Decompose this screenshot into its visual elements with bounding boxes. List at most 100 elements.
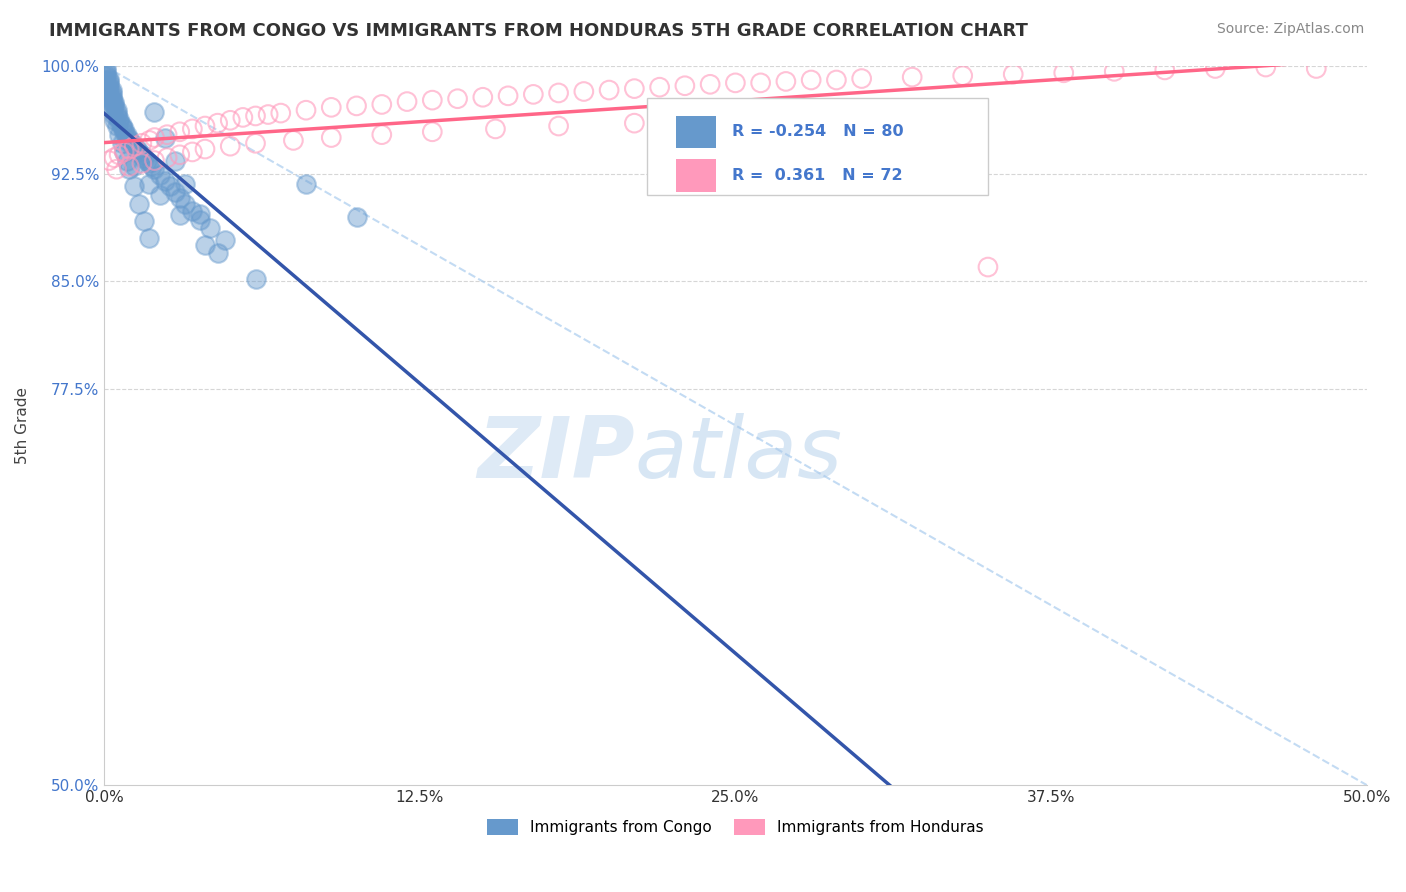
Point <box>173 177 195 191</box>
Point <box>1053 66 1076 80</box>
Point <box>111 118 134 132</box>
Point <box>420 93 443 107</box>
Point <box>1002 67 1025 81</box>
Point <box>143 153 166 168</box>
Point <box>143 130 166 145</box>
Point <box>471 90 494 104</box>
Point <box>131 148 153 162</box>
Point <box>648 80 671 95</box>
Point <box>169 125 191 139</box>
Point <box>100 83 122 97</box>
Point <box>118 159 141 173</box>
Point <box>100 102 122 116</box>
Point <box>148 168 170 182</box>
Point <box>245 271 267 285</box>
Point <box>699 113 721 128</box>
Point <box>153 174 176 188</box>
Point <box>623 81 645 95</box>
Point <box>977 260 1000 274</box>
Point <box>96 78 118 93</box>
Point <box>118 135 141 149</box>
Point <box>163 186 186 200</box>
Point <box>371 128 394 142</box>
Point <box>131 136 153 151</box>
Point <box>108 148 131 162</box>
Point <box>321 130 343 145</box>
Point <box>100 88 122 103</box>
Point <box>851 107 873 121</box>
Point <box>396 95 419 109</box>
Point <box>121 136 143 151</box>
Point <box>135 153 157 168</box>
Point <box>100 92 122 106</box>
Point <box>1153 62 1175 77</box>
Point <box>98 71 121 86</box>
Point <box>138 231 160 245</box>
Legend: Immigrants from Congo, Immigrants from Honduras: Immigrants from Congo, Immigrants from H… <box>486 819 984 835</box>
Point <box>775 74 797 88</box>
Point <box>245 136 267 151</box>
Point <box>112 145 135 159</box>
Point <box>598 83 620 97</box>
Point <box>118 162 141 177</box>
Point <box>98 78 121 92</box>
Point <box>800 73 823 87</box>
Point <box>141 159 163 173</box>
Point <box>245 109 267 123</box>
Point <box>108 112 131 126</box>
Point <box>105 119 128 133</box>
Point <box>194 119 217 133</box>
Point <box>111 120 134 135</box>
Point <box>108 128 131 142</box>
Point <box>96 67 118 81</box>
Point <box>207 116 229 130</box>
Point <box>112 145 135 159</box>
Point <box>295 103 318 118</box>
Point <box>111 136 134 151</box>
Point <box>115 128 138 142</box>
Point <box>98 90 121 104</box>
Text: R =  0.361   N = 72: R = 0.361 N = 72 <box>731 169 903 183</box>
Point <box>98 74 121 88</box>
Point <box>673 78 696 93</box>
Point <box>232 111 254 125</box>
Point <box>219 139 242 153</box>
Point <box>143 162 166 177</box>
Point <box>522 87 544 102</box>
Point <box>163 153 186 168</box>
Point <box>952 69 974 83</box>
Point <box>112 125 135 139</box>
Point <box>125 142 148 156</box>
Point <box>128 145 150 159</box>
Text: IMMIGRANTS FROM CONGO VS IMMIGRANTS FROM HONDURAS 5TH GRADE CORRELATION CHART: IMMIGRANTS FROM CONGO VS IMMIGRANTS FROM… <box>49 22 1028 40</box>
FancyBboxPatch shape <box>647 98 988 195</box>
Point <box>103 107 125 121</box>
Point <box>105 109 128 123</box>
Point <box>105 103 128 118</box>
Point <box>169 191 191 205</box>
Point <box>143 104 166 119</box>
Point <box>105 162 128 177</box>
Point <box>1102 64 1125 78</box>
Point <box>96 64 118 78</box>
Point <box>98 153 121 168</box>
Point <box>159 179 181 194</box>
Point <box>103 95 125 109</box>
Point <box>103 113 125 128</box>
Point <box>98 85 121 99</box>
Point <box>496 88 519 103</box>
Point <box>1254 60 1277 74</box>
Text: ZIP: ZIP <box>477 413 634 496</box>
Point <box>105 106 128 120</box>
Point <box>295 177 318 191</box>
Point <box>219 113 242 128</box>
Point <box>181 145 204 159</box>
Bar <box>676 160 717 192</box>
Point <box>194 238 217 252</box>
Point <box>153 130 176 145</box>
Y-axis label: 5th Grade: 5th Grade <box>15 387 30 464</box>
Point <box>749 76 772 90</box>
Point <box>96 73 118 87</box>
Point <box>134 151 156 165</box>
Point <box>283 133 305 147</box>
